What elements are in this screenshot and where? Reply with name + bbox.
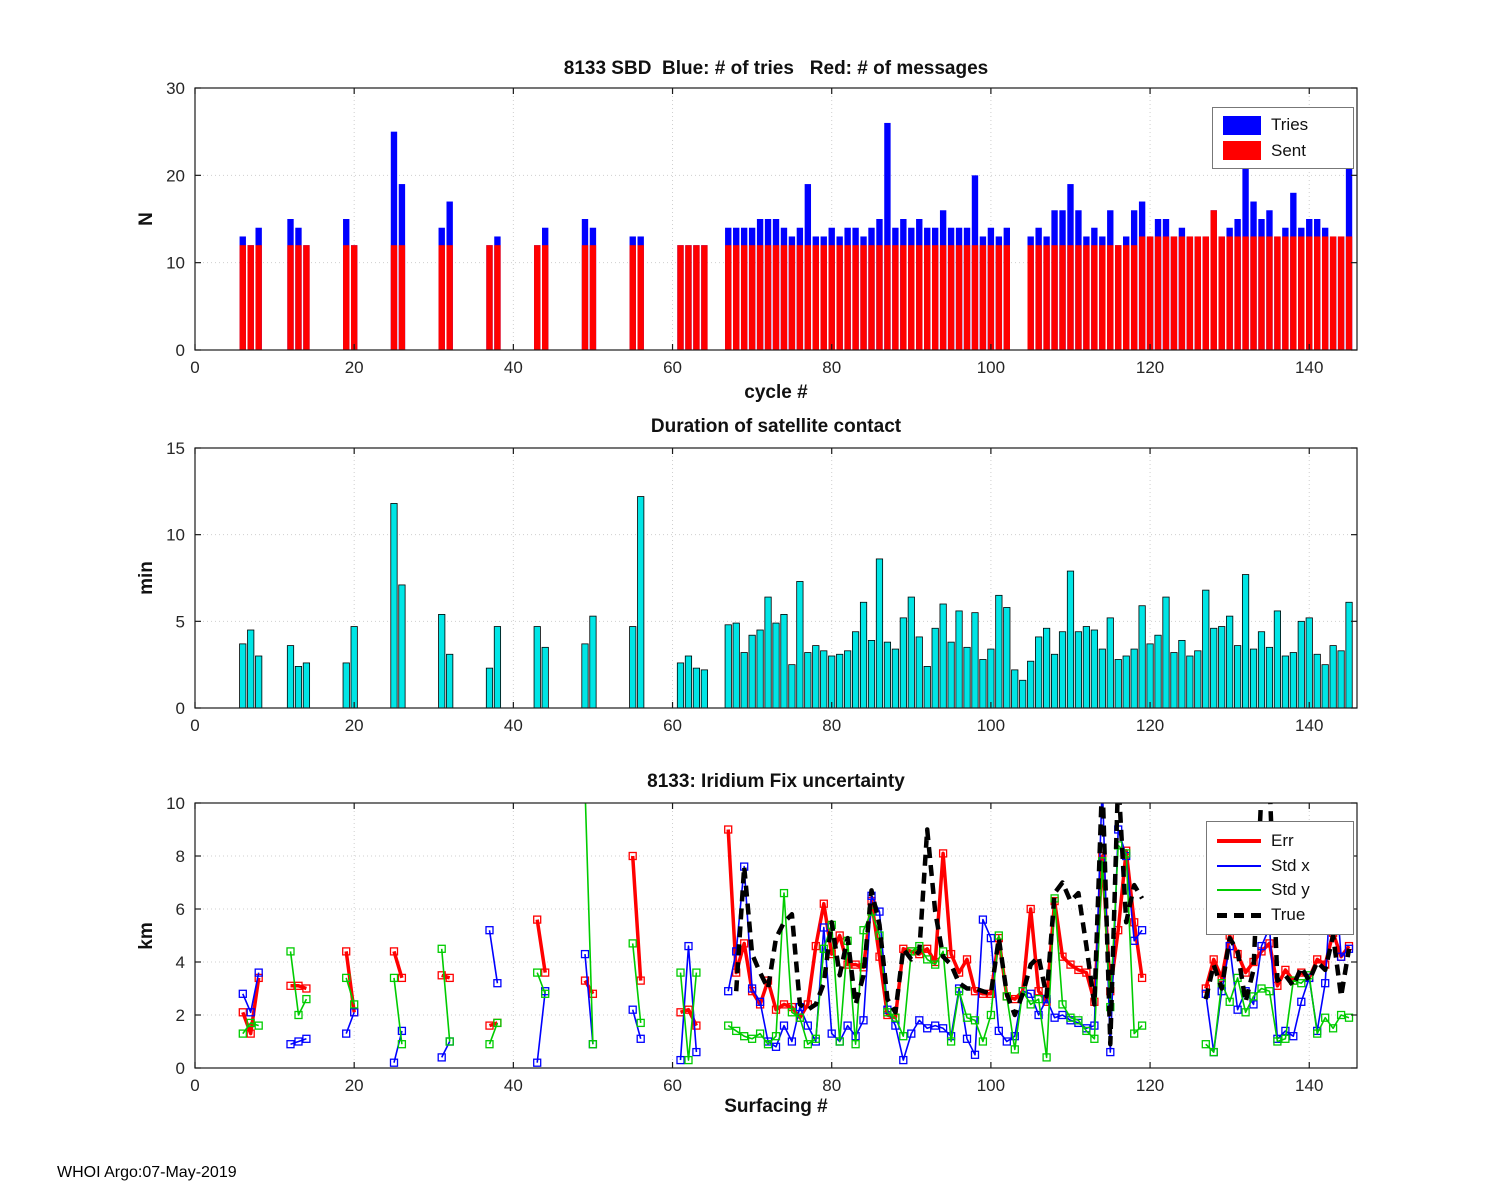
tries-legend-label: Tries <box>1271 115 1309 135</box>
svg-text:140: 140 <box>1295 358 1323 377</box>
duration-chart: 0 20 40 60 80 100 120 140 0 5 10 15 <box>166 440 1358 735</box>
svg-text:0: 0 <box>190 358 199 377</box>
svg-text:20: 20 <box>166 166 185 185</box>
uncertainty-legend: Err Std x Std y True <box>1206 821 1354 935</box>
duration-chart-title: Duration of satellite contact <box>650 416 902 437</box>
legend-row-stdx: Std x <box>1217 856 1343 876</box>
svg-text:40: 40 <box>504 358 523 377</box>
true-line-swatch <box>1217 912 1261 918</box>
stdy-line-swatch <box>1217 889 1261 892</box>
svg-text:10: 10 <box>166 254 185 273</box>
true-legend-label: True <box>1271 905 1306 925</box>
svg-text:8: 8 <box>176 847 185 866</box>
svg-text:40: 40 <box>504 716 523 735</box>
stdx-legend-label: Std x <box>1271 855 1310 875</box>
figure-credit: WHOI Argo:07-May-2019 <box>57 1164 237 1181</box>
svg-text:6: 6 <box>176 900 185 919</box>
svg-text:30: 30 <box>166 80 185 98</box>
svg-text:20: 20 <box>345 358 364 377</box>
svg-text:20: 20 <box>345 716 364 735</box>
svg-text:2: 2 <box>176 1006 185 1025</box>
svg-text:80: 80 <box>822 1076 841 1095</box>
svg-text:140: 140 <box>1295 1076 1323 1095</box>
stdx-line-swatch <box>1217 864 1261 867</box>
legend-row-sent: Sent <box>1223 141 1343 161</box>
svg-text:60: 60 <box>663 1076 682 1095</box>
legend-row-err: Err <box>1217 831 1343 851</box>
svg-text:120: 120 <box>1136 716 1164 735</box>
tries-messages-chart-title: 8133 SBD Blue: # of tries Red: # of mess… <box>563 58 989 79</box>
svg-text:60: 60 <box>663 358 682 377</box>
svg-text:10: 10 <box>166 795 185 813</box>
uncertainty-chart-xlabel: Surfacing # <box>724 1096 828 1117</box>
svg-text:5: 5 <box>176 612 185 631</box>
stdy-legend-label: Std y <box>1271 880 1310 900</box>
svg-text:120: 120 <box>1136 1076 1164 1095</box>
svg-text:120: 120 <box>1136 358 1164 377</box>
svg-text:0: 0 <box>190 716 199 735</box>
legend-row-stdy: Std y <box>1217 880 1343 900</box>
tries-messages-chart-xlabel: cycle # <box>744 382 808 403</box>
svg-text:0: 0 <box>176 341 185 360</box>
tries-messages-chart: 0 20 40 60 80 100 120 140 0 10 20 30 <box>166 80 1358 377</box>
svg-text:80: 80 <box>822 716 841 735</box>
svg-text:140: 140 <box>1295 716 1323 735</box>
legend-row-true: True <box>1217 905 1343 925</box>
svg-text:80: 80 <box>822 358 841 377</box>
err-legend-label: Err <box>1271 830 1294 850</box>
svg-text:20: 20 <box>345 1076 364 1095</box>
svg-text:15: 15 <box>166 440 185 458</box>
uncertainty-chart-title: 8133: Iridium Fix uncertainty <box>647 771 905 792</box>
err-line-swatch <box>1217 838 1261 843</box>
uncertainty-chart: 0 20 40 60 80 100 120 140 0 2 4 6 8 10 <box>166 795 1358 1095</box>
sent-swatch <box>1223 141 1261 161</box>
svg-text:100: 100 <box>977 1076 1005 1095</box>
tries-swatch <box>1223 115 1261 135</box>
svg-text:10: 10 <box>166 526 185 545</box>
svg-text:4: 4 <box>176 953 185 972</box>
svg-text:40: 40 <box>504 1076 523 1095</box>
svg-text:0: 0 <box>176 1059 185 1078</box>
svg-text:100: 100 <box>977 716 1005 735</box>
svg-text:0: 0 <box>190 1076 199 1095</box>
legend-row-tries: Tries <box>1223 115 1343 135</box>
sent-legend-label: Sent <box>1271 140 1306 160</box>
svg-text:100: 100 <box>977 358 1005 377</box>
svg-text:60: 60 <box>663 716 682 735</box>
svg-text:0: 0 <box>176 699 185 718</box>
tries-messages-legend: Tries Sent <box>1212 107 1354 169</box>
